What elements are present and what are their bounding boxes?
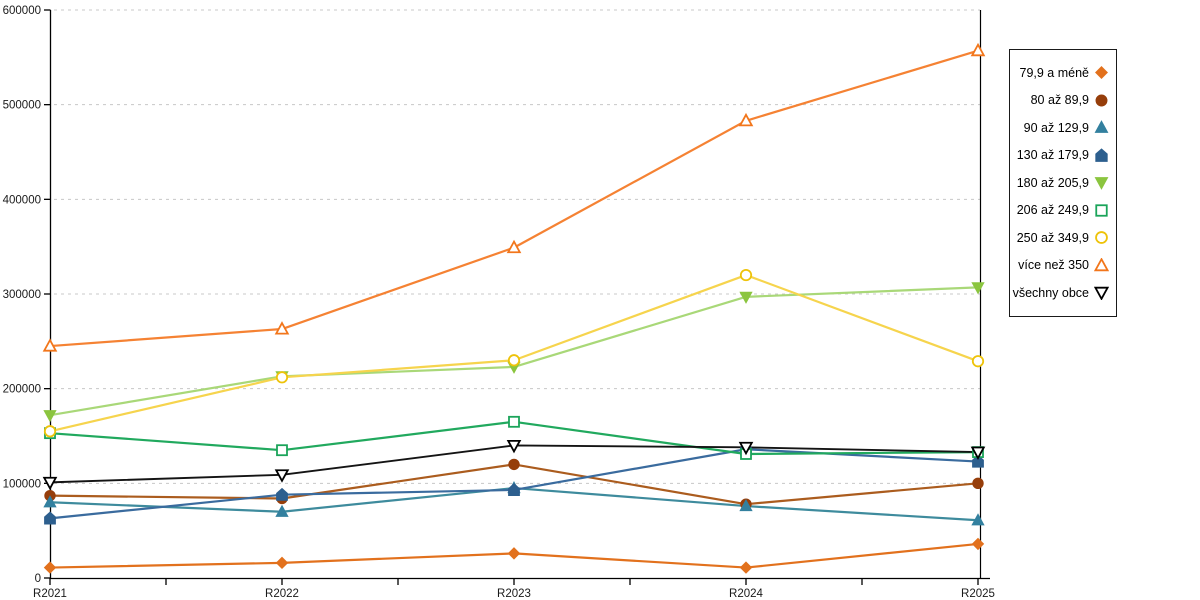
square-open-marker-icon <box>508 415 520 428</box>
legend-item-label: 79,9 a méně <box>1019 65 1090 80</box>
legend-marker <box>1094 287 1109 301</box>
legend-item: všechny obce <box>1012 279 1109 307</box>
triangle-up-open-marker-icon <box>274 321 290 335</box>
series-line-7 <box>48 49 980 348</box>
y-tick-label: 600000 <box>3 5 41 17</box>
diamond-marker-icon <box>971 537 985 551</box>
legend-item: 80 až 89,9 <box>1014 87 1109 115</box>
triangle-down-marker-icon <box>43 410 57 423</box>
y-tick-label: 300000 <box>3 289 41 301</box>
legend-marker <box>1095 204 1108 217</box>
circle-open-marker-icon <box>43 425 57 438</box>
circle-marker-icon <box>972 477 984 490</box>
diamond-marker-icon <box>507 547 521 560</box>
circle-open-marker-icon <box>739 268 753 282</box>
y-tick-label: 0 <box>35 573 41 585</box>
triangle-up-marker-icon <box>1094 120 1109 134</box>
series-markers-0 <box>43 537 985 574</box>
square-open-marker-icon <box>276 444 288 457</box>
circle-marker-icon <box>508 458 520 471</box>
circle-open-marker-icon <box>275 371 289 384</box>
legend-item: 90 až 129,9 <box>1014 114 1109 142</box>
triangle-up-open-marker-icon <box>42 338 58 352</box>
triangle-down-open-marker-icon <box>42 476 58 491</box>
triangle-up-open-marker-icon <box>738 112 754 127</box>
triangle-up-marker-icon <box>739 499 753 512</box>
legend-item: 250 až 349,9 <box>1014 224 1109 252</box>
legend-marker <box>1095 148 1108 162</box>
y-tick-label: 100000 <box>3 478 41 490</box>
legend-item-label: 130 až 179,9 <box>1016 148 1089 162</box>
legend-marker <box>1094 257 1109 271</box>
pentagon-marker-icon <box>276 487 288 501</box>
legend-item: 206 až 249,9 <box>1014 197 1109 225</box>
circle-marker-icon <box>1095 94 1108 107</box>
chart-legend: 79,9 a méně 80 až 89,9 90 až 129,9 130 až 1… <box>1009 49 1117 317</box>
pentagon-marker-icon <box>1095 148 1108 162</box>
diamond-marker-icon <box>275 556 289 570</box>
x-tick-label: R2021 <box>33 588 67 600</box>
legend-marker <box>1095 94 1108 107</box>
x-tick-label: R2023 <box>497 588 531 600</box>
legend-item-label: 80 až 89,9 <box>1030 93 1089 107</box>
triangle-down-open-marker-icon <box>274 469 290 483</box>
legend-marker <box>1095 66 1108 80</box>
x-tick-label: R2022 <box>265 588 299 600</box>
legend-item: 130 až 179,9 <box>1014 142 1109 170</box>
triangle-down-marker-icon <box>739 291 753 304</box>
legend-marker <box>1095 231 1108 245</box>
triangle-down-open-marker-icon <box>1094 287 1109 301</box>
pentagon-marker-icon <box>44 511 56 525</box>
legend-item-label: více než 350 <box>1018 258 1089 272</box>
square-open-marker-icon <box>1095 204 1108 217</box>
series-line-6 <box>48 273 980 433</box>
series-markers-7 <box>42 42 986 352</box>
triangle-down-open-marker-icon <box>970 446 986 460</box>
x-tick-label: R2025 <box>961 588 995 600</box>
series-line-4 <box>48 286 980 417</box>
series-markers-8 <box>42 439 986 491</box>
triangle-up-open-marker-icon <box>970 42 986 57</box>
x-tick-label: R2024 <box>729 588 763 600</box>
triangle-down-open-marker-icon <box>506 439 522 454</box>
circle-open-marker-icon <box>1095 231 1108 245</box>
legend-item-label: 90 až 129,9 <box>1023 120 1089 135</box>
y-tick-label: 200000 <box>3 384 41 396</box>
triangle-down-marker-icon <box>1094 177 1109 191</box>
triangle-up-marker-icon <box>275 504 289 517</box>
legend-item-label: všechny obce <box>1012 285 1089 300</box>
legend-marker <box>1094 120 1109 134</box>
diamond-marker-icon <box>1095 66 1108 80</box>
triangle-up-marker-icon <box>971 513 985 526</box>
legend-marker <box>1094 177 1109 191</box>
legend-item: 180 až 205,9 <box>1014 169 1109 197</box>
y-tick-label: 500000 <box>3 100 41 112</box>
legend-item-label: 250 až 349,9 <box>1016 230 1089 245</box>
diamond-marker-icon <box>43 561 57 574</box>
circle-open-marker-icon <box>507 354 521 367</box>
triangle-down-marker-icon <box>971 282 985 295</box>
legend-item-label: 180 až 205,9 <box>1016 175 1089 190</box>
legend-item: 79,9 a méně <box>1014 59 1109 87</box>
legend-item: více než 350 <box>1014 252 1109 280</box>
triangle-down-open-marker-icon <box>738 441 754 456</box>
triangle-up-open-marker-icon <box>506 239 522 254</box>
circle-open-marker-icon <box>971 355 985 368</box>
series-markers-6 <box>43 268 985 438</box>
pentagon-marker-icon <box>972 454 984 468</box>
triangle-up-marker-icon <box>43 495 57 508</box>
triangle-up-open-marker-icon <box>1094 257 1109 271</box>
y-tick-label: 400000 <box>3 194 41 206</box>
diamond-marker-icon <box>739 561 753 574</box>
pentagon-marker-icon <box>508 483 520 497</box>
legend-item-label: 206 až 249,9 <box>1016 203 1089 217</box>
